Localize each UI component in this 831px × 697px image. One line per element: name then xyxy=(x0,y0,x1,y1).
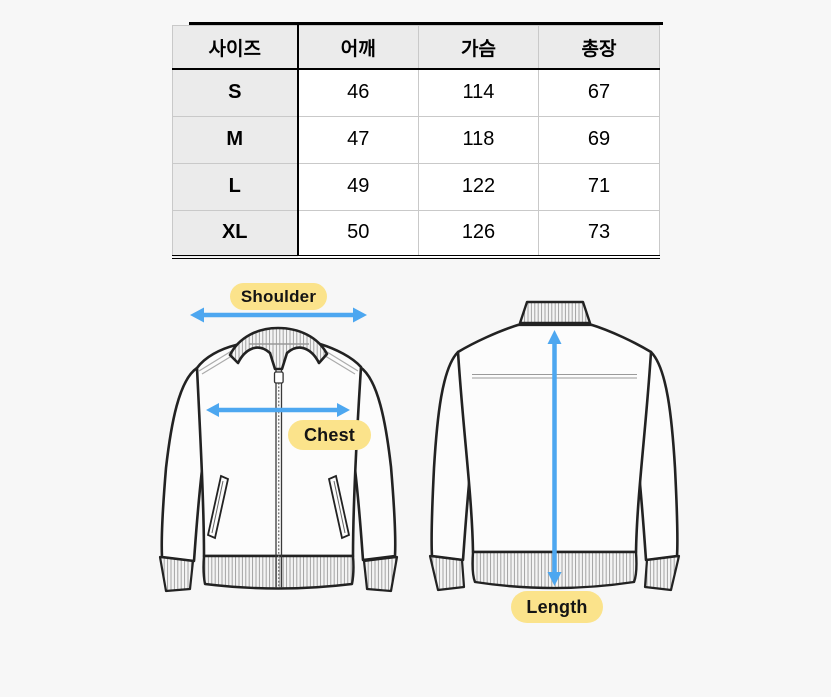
table-cell: 114 xyxy=(418,68,539,117)
chest-arrow xyxy=(206,403,350,417)
length-arrow xyxy=(547,330,562,586)
size-label: XL xyxy=(172,209,299,259)
size-label: S xyxy=(172,68,299,117)
column-header-shoulder: 어깨 xyxy=(297,25,419,70)
table-cell: 49 xyxy=(297,162,419,211)
jacket-front-illustration xyxy=(158,307,399,593)
size-label: L xyxy=(172,162,299,211)
table-cell: 71 xyxy=(538,162,660,211)
table-cell: 118 xyxy=(418,115,539,164)
column-header-size: 사이즈 xyxy=(172,25,299,70)
table-row-m: M 47 118 69 xyxy=(172,115,660,164)
column-header-length: 총장 xyxy=(538,25,660,70)
table-cell: 73 xyxy=(538,209,660,259)
table-cell: 46 xyxy=(297,68,419,117)
welt-pockets xyxy=(206,474,351,540)
table-cell: 47 xyxy=(297,115,419,164)
table-row-l: L 49 122 71 xyxy=(172,162,660,211)
size-chart-table: 사이즈 어깨 가슴 총장 S 46 114 67 M 47 118 69 L 4… xyxy=(172,25,660,259)
table-row-xl: XL 50 126 73 xyxy=(172,209,660,259)
table-top-border xyxy=(189,22,663,25)
size-label: M xyxy=(172,115,299,164)
shoulder-arrow xyxy=(190,307,367,323)
table-row-s: S 46 114 67 xyxy=(172,68,660,117)
table-cell: 126 xyxy=(418,209,539,259)
chest-label: Chest xyxy=(288,420,371,450)
table-cell: 122 xyxy=(418,162,539,211)
table-cell: 67 xyxy=(538,68,660,117)
jacket-back-illustration xyxy=(428,300,681,592)
header-row: 사이즈 어깨 가슴 총장 xyxy=(172,25,660,70)
shoulder-label: Shoulder xyxy=(230,283,327,310)
column-header-chest: 가슴 xyxy=(418,25,539,70)
table-cell: 50 xyxy=(297,209,419,259)
table-cell: 69 xyxy=(538,115,660,164)
length-label: Length xyxy=(511,591,603,623)
